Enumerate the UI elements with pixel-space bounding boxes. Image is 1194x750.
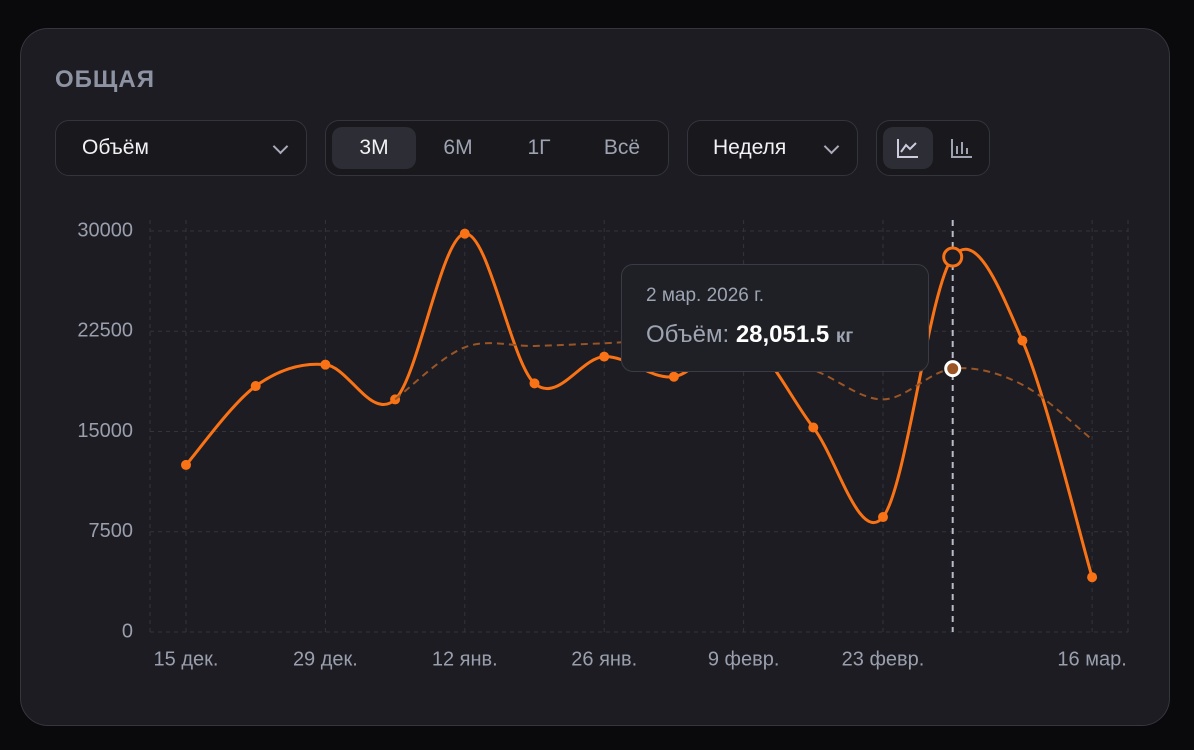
point xyxy=(529,378,540,389)
y-tick-label: 15000 xyxy=(77,420,133,442)
select-value: Неделя xyxy=(713,136,787,159)
point xyxy=(808,422,819,433)
point xyxy=(181,459,191,470)
point xyxy=(668,371,679,382)
point xyxy=(320,359,331,370)
period-select[interactable]: Неделя xyxy=(687,120,858,176)
tooltip-value: 28,051.5 xyxy=(735,321,830,348)
series-line xyxy=(394,339,1093,441)
y-tick-label: 0 xyxy=(122,620,133,642)
active-average-point xyxy=(944,360,962,378)
x-tick-label: 12 янв. xyxy=(432,648,498,670)
range-tab[interactable]: 1Г xyxy=(527,136,551,159)
tooltip-label: Объём: xyxy=(646,321,730,348)
point xyxy=(878,512,888,523)
point xyxy=(250,381,261,392)
x-tick-label: 15 дек. xyxy=(154,648,219,670)
tooltip-unit: кг xyxy=(835,326,854,347)
range-tab[interactable]: 6М xyxy=(443,136,473,159)
range-tab[interactable]: Всё xyxy=(603,136,641,159)
y-tick-label: 7500 xyxy=(89,520,134,542)
y-tick-label: 22500 xyxy=(77,320,133,342)
tooltip-date: 2 мар. 2026 г. xyxy=(646,285,765,306)
line-chart-button[interactable] xyxy=(883,127,933,169)
bar-chart-button[interactable] xyxy=(937,127,987,169)
active-point xyxy=(942,246,964,268)
chart-type-toggle xyxy=(876,120,990,176)
x-tick-label: 16 мар. xyxy=(1057,648,1126,670)
range-tab[interactable]: 3М xyxy=(332,127,416,169)
tooltip: 2 мар. 2026 г. Объём: 28,051.5 кг xyxy=(621,264,929,372)
point xyxy=(1087,572,1098,583)
card-title: ОБЩАЯ xyxy=(55,66,155,93)
point xyxy=(599,351,610,362)
range-tabs: 3М 6М 1Г Всё xyxy=(325,120,669,176)
select-value: Объём xyxy=(82,136,149,159)
point xyxy=(459,228,470,239)
y-tick-label: 30000 xyxy=(77,219,133,241)
x-tick-label: 9 февр. xyxy=(708,648,780,670)
metric-select[interactable]: Объём xyxy=(55,120,307,176)
x-tick-label: 23 февр. xyxy=(842,648,925,670)
x-tick-label: 26 янв. xyxy=(571,648,637,670)
x-tick-label: 29 дек. xyxy=(293,648,358,670)
point xyxy=(1017,335,1028,346)
